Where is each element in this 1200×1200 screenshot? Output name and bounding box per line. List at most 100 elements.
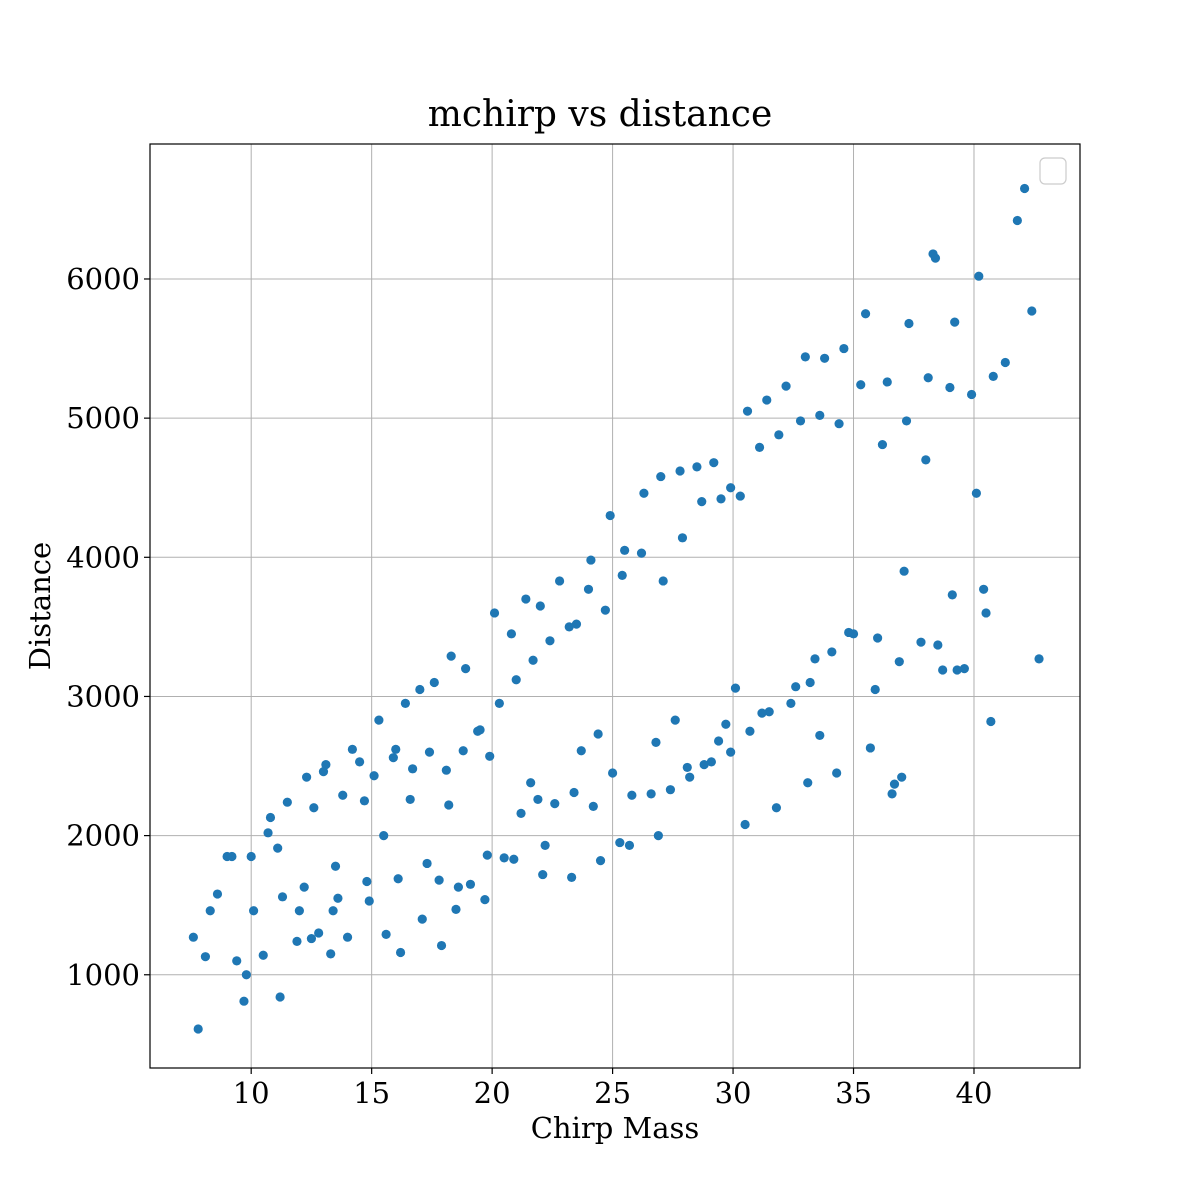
scatter-point [877,439,888,450]
scatter-point [670,715,680,725]
scatter-point [735,491,745,501]
scatter-point [374,715,384,725]
scatter-point [246,851,256,862]
scatter-point [726,747,736,757]
scatter-point [451,904,461,914]
scatter-point [227,851,237,862]
scatter-point [820,353,830,363]
scatter-point [292,936,302,946]
scatter-point [535,601,545,611]
scatter-point [277,892,288,902]
scatter-point [405,794,415,805]
scatter-point [434,875,444,885]
scatter-point [436,940,447,951]
scatter-point [355,757,365,767]
scatter-point [740,819,750,830]
scatter-point [1034,654,1044,664]
x-tick-label: 15 [353,1076,390,1110]
scatter-point [947,590,957,600]
scatter-point [677,533,688,543]
scatter-point [952,665,962,675]
scatter-point [986,716,996,727]
scatter-point [1000,357,1010,368]
scatter-point [894,657,904,667]
scatter-point [745,726,755,736]
scatter-point [364,896,374,906]
scatter-point [651,737,661,747]
scatter-point [600,605,610,615]
scatter-point [506,629,516,639]
scatter-point [786,698,796,709]
scatter-point [685,772,695,782]
scatter-point [239,996,249,1006]
scatter-point [381,929,391,940]
scatter-point [516,808,526,818]
scatter-point [408,764,418,774]
x-tick-label: 35 [835,1076,872,1110]
scatter-point [620,545,630,555]
scatter-point [916,637,926,647]
scatter-point [200,952,211,962]
scatter-point [617,570,627,580]
scatter-point [263,828,273,838]
plot-area-frame [149,143,1081,1069]
scatter-point [393,874,403,884]
scatter-point [682,762,692,773]
scatter-point [981,608,991,618]
scatter-point [899,566,909,576]
y-tick-label: 2000 [66,819,140,853]
scatter-point [988,371,998,381]
scatter-point [499,853,509,863]
scatter-point [815,730,825,741]
scatter-point [615,837,625,848]
scatter-point [306,933,317,944]
chart-title: mchirp vs distance [428,94,773,135]
scatter-point [844,627,854,638]
legend-box [1039,157,1067,185]
y-tick-label: 1000 [66,958,140,992]
x-tick-label: 25 [594,1076,631,1110]
scatter-point [781,381,791,391]
scatter-point [979,584,989,594]
scatter-point [827,647,837,657]
scatter-point [901,416,912,426]
scatter-point [697,497,707,507]
scatter-point [771,803,782,813]
scatter-point [762,395,772,405]
scatter-point [714,736,724,746]
scatter-point [716,494,726,504]
scatter-point [607,768,618,778]
scatter-point [342,932,353,942]
scatter-point [321,760,331,770]
scatter-point [726,483,736,493]
scatter-point [273,843,283,853]
scatter-point [461,664,471,674]
scatter-point [538,869,548,880]
scatter-point [511,675,521,685]
scatter-point [526,778,536,788]
scatter-point [930,253,941,263]
scatter-point [921,455,931,465]
scatter-point [453,882,463,892]
scatter-point [653,831,663,841]
scatter-point [887,789,897,799]
scatter-point [347,744,357,754]
scatter-point [521,594,531,604]
scatter-point [757,708,767,718]
scatter-point [326,949,336,959]
scatter-point [482,850,492,860]
scatter-point [446,651,456,661]
scatter-point [699,760,709,770]
y-axis-label: Distance [23,542,57,670]
scatter-point [897,772,907,782]
scatter-point [533,794,543,805]
scatter-point [528,655,538,665]
scatter-point [754,442,765,452]
scatter-point [265,812,276,823]
scatter-point [945,382,955,393]
scatter-point [1019,183,1030,194]
scatter-point [624,840,635,850]
scatter-point [212,889,223,899]
scatter-point [605,510,615,521]
